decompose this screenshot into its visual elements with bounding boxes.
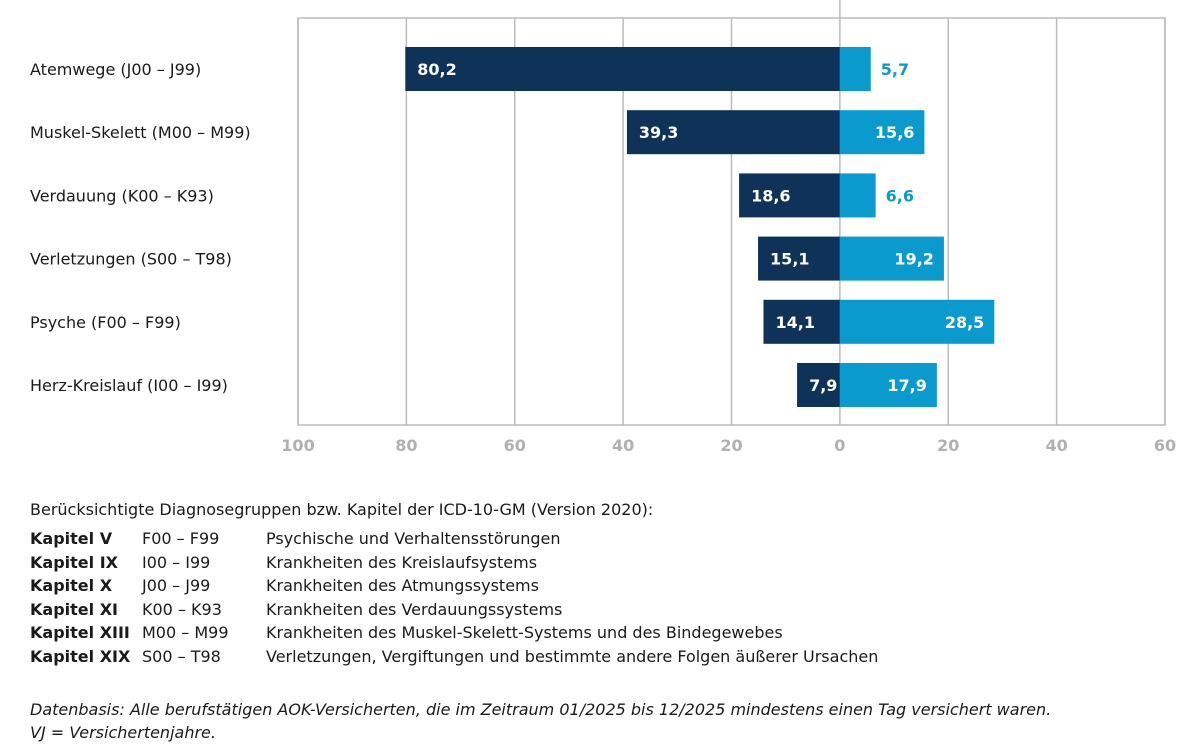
legend-row: Kapitel XIII M00 – M99 Krankheiten des Mus… — [30, 621, 878, 645]
legend-row: Kapitel XIX S00 – T98 Verletzungen, Vergif… — [30, 645, 878, 669]
bar-right-label: 6,6 — [886, 186, 914, 205]
bar-left-label: 7,9 — [809, 376, 837, 395]
note-line-1: Datenbasis: Alle berufstätigen AOK-Versi… — [30, 700, 1052, 719]
bar-left-label: 18,6 — [751, 186, 790, 205]
bar-left — [405, 47, 840, 91]
category-label: Verdauung (K00 – K93) — [30, 186, 214, 205]
code-range: K00 – K93 — [142, 599, 222, 619]
bar-right — [839, 47, 871, 91]
x-tick-label: 40 — [1045, 436, 1067, 455]
bar-left-label: 15,1 — [770, 250, 809, 269]
chapter-label: Kapitel XIII — [30, 623, 130, 643]
legend-intro: Berücksichtigte Diagnosegruppen bzw. Kap… — [30, 500, 654, 519]
chapter-label: Kapitel V — [30, 529, 113, 549]
bar-left — [626, 110, 840, 155]
code-range: J00 – J99 — [142, 576, 211, 596]
bar-right — [839, 363, 937, 407]
bar-right — [839, 299, 995, 344]
bar-right — [839, 173, 876, 218]
chapter-description: Psychische und Verhaltensstörungen — [266, 529, 561, 549]
bar-right-label: 15,6 — [875, 123, 914, 142]
bar-right-label: 19,2 — [894, 250, 933, 269]
legend-row: Kapitel X J00 – J99 Krankheiten des Atmung… — [30, 574, 878, 598]
bar-left-label: 14,1 — [775, 313, 814, 332]
chapter-description: Krankheiten des Atmungssystems — [266, 576, 539, 596]
legend-row: Kapitel V F00 – F99 Psychische und Verhalt… — [30, 527, 878, 551]
code-range: I00 – I99 — [142, 552, 211, 572]
chapter-description: Krankheiten des Verdauungssystems — [266, 599, 563, 619]
x-tick-label: 20 — [720, 436, 742, 455]
category-label: Verletzungen (S00 – T98) — [30, 250, 232, 269]
bar-right-label: 17,9 — [887, 376, 926, 395]
legend-row: Kapitel IX I00 – I99 Krankheiten des Kreis… — [30, 551, 878, 575]
bar-left-label: 39,3 — [639, 123, 678, 142]
legend-row: Kapitel XI K00 – K93 Krankheiten des Verda… — [30, 598, 878, 622]
bar-left — [758, 236, 840, 281]
bar-right-label: 5,7 — [881, 60, 909, 79]
bar-left — [763, 299, 840, 344]
category-label: Psyche (F00 – F99) — [30, 313, 181, 332]
code-range: F00 – F99 — [142, 529, 220, 549]
chapter-label: Kapitel IX — [30, 552, 118, 572]
code-range: S00 – T98 — [142, 646, 221, 666]
x-tick-label: 20 — [937, 436, 959, 455]
x-tick-label: 60 — [504, 436, 526, 455]
chapter-description: Verletzungen, Vergiftungen und bestimmte… — [266, 646, 879, 666]
icd-legend: Berücksichtigte Diagnosegruppen bzw. Kap… — [30, 500, 878, 668]
chapter-label: Kapitel X — [30, 576, 113, 596]
note-line-2: VJ = Versichertenjahre. — [30, 723, 216, 742]
x-tick-label: 80 — [395, 436, 417, 455]
bar-left — [797, 363, 840, 407]
category-label: Atemwege (J00 – J99) — [30, 60, 201, 79]
bar-left-label: 80,2 — [417, 60, 456, 79]
chapter-description: Krankheiten des Muskel-Skelett-Systems u… — [266, 623, 783, 643]
chapter-label: Kapitel XI — [30, 599, 118, 619]
category-label: Muskel-Skelett (M00 – M99) — [30, 123, 251, 142]
x-tick-label: 100 — [281, 436, 314, 455]
bar-right-label: 28,5 — [945, 313, 984, 332]
bar-right — [839, 236, 944, 281]
category-label: Herz-Kreislauf (I00 – I99) — [30, 376, 228, 395]
code-range: M00 – M99 — [142, 623, 229, 643]
chapter-description: Krankheiten des Kreislaufsystems — [266, 552, 538, 572]
x-tick-label: 60 — [1154, 436, 1176, 455]
data-basis-note: Datenbasis: Alle berufstätigen AOK-Versi… — [30, 698, 1051, 744]
bar-right — [839, 110, 925, 155]
x-tick-label: 40 — [612, 436, 634, 455]
x-tick-label: 0 — [834, 436, 845, 455]
diverging-bar-chart: 100 80 60 40 20 0 20 40 60 Atemwege (J00 – J99) 80… — [30, 0, 1176, 455]
chapter-label: Kapitel XIX — [30, 646, 131, 666]
bar-left — [739, 173, 840, 218]
